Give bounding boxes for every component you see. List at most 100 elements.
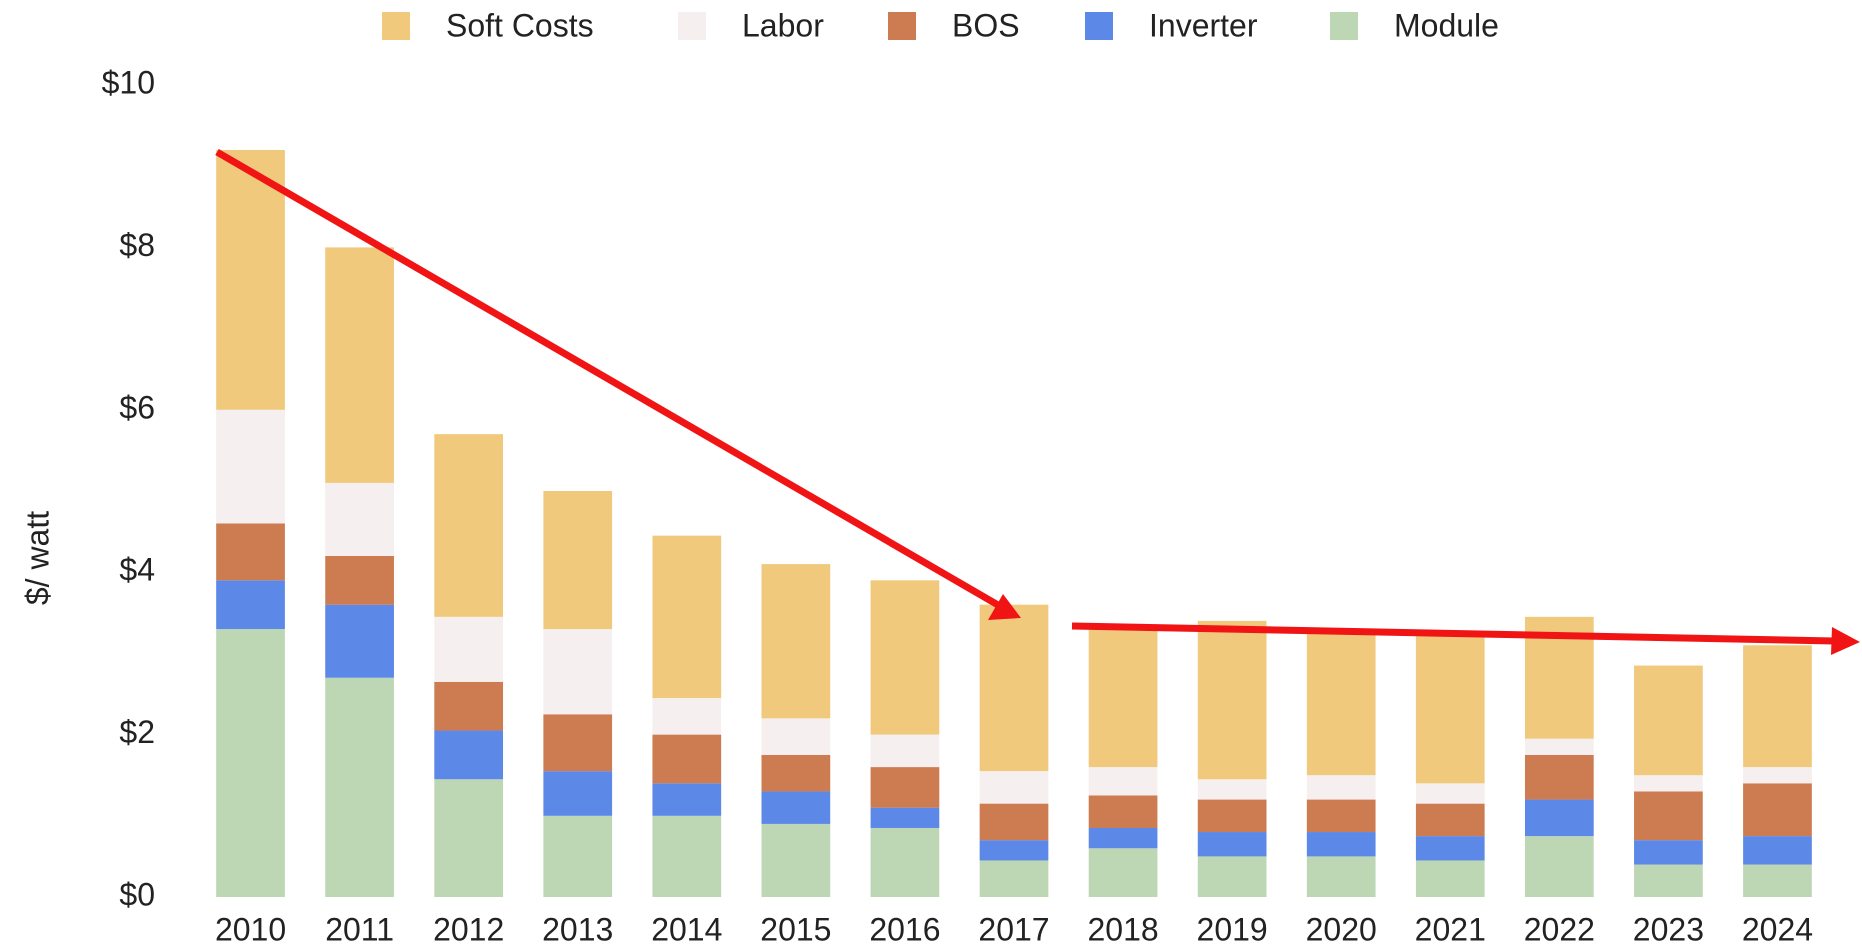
bar-segment xyxy=(870,807,940,828)
bar-segment xyxy=(1197,832,1267,857)
bar-segment xyxy=(1524,799,1594,837)
bar-segment xyxy=(1743,864,1812,897)
trend-arrow xyxy=(1071,622,1835,645)
x-tick-label: 2021 xyxy=(1415,911,1486,947)
bar-segment xyxy=(1306,799,1376,833)
bar-segment xyxy=(543,714,613,772)
y-tick-label: $4 xyxy=(119,552,155,588)
x-tick-label: 2024 xyxy=(1742,911,1813,947)
bar-segment xyxy=(1415,783,1485,804)
bar-segment xyxy=(652,535,722,699)
y-axis-title: $/ watt xyxy=(19,511,55,605)
y-tick-label: $0 xyxy=(119,876,155,912)
annotations xyxy=(215,148,1860,655)
x-tick-label: 2014 xyxy=(651,911,722,947)
bar-segment xyxy=(1306,775,1376,800)
y-tick-label: $2 xyxy=(119,714,155,750)
bar-segment xyxy=(434,434,504,617)
x-tick-label: 2010 xyxy=(215,911,286,947)
x-tick-label: 2017 xyxy=(978,911,1049,947)
bar-segment xyxy=(1743,836,1812,865)
x-tick-label: 2023 xyxy=(1633,911,1704,947)
bar-segment xyxy=(434,681,504,731)
bar-segment xyxy=(1415,633,1485,784)
bar-segment xyxy=(761,823,831,897)
bar-segment xyxy=(1524,754,1594,800)
bar-segment xyxy=(325,482,394,556)
bar-segment xyxy=(216,523,285,581)
bar-segment xyxy=(1306,629,1376,776)
bar-segment xyxy=(870,734,940,768)
x-tick-label: 2020 xyxy=(1306,911,1377,947)
bar-segment xyxy=(1088,827,1158,849)
bar-segment xyxy=(1306,832,1376,857)
bar-segment xyxy=(216,580,285,630)
trend-arrow xyxy=(215,148,1000,609)
bar-segment xyxy=(1524,738,1594,755)
bar-segment xyxy=(543,491,613,630)
bar-segment xyxy=(325,555,394,605)
x-tick-label: 2011 xyxy=(325,911,394,947)
bar-segment xyxy=(325,247,394,483)
legend-swatch xyxy=(1085,12,1113,40)
legend-label: Inverter xyxy=(1149,7,1258,43)
bar-segment xyxy=(979,840,1049,861)
bar-segment xyxy=(979,604,1049,772)
bar-segment xyxy=(652,734,722,784)
x-tick-label: 2016 xyxy=(869,911,940,947)
bar-segment xyxy=(543,815,613,897)
bar-segment xyxy=(543,629,613,715)
bar-segment xyxy=(1415,860,1485,897)
bar-segment xyxy=(652,783,722,816)
legend-swatch xyxy=(382,12,410,40)
bar-segment xyxy=(216,629,285,897)
bar-segment xyxy=(979,860,1049,897)
bar-segment xyxy=(216,409,285,524)
bar-segment xyxy=(1743,645,1812,768)
plot-area: $0 $2 $4 $6 $8 $10 2010 2011 2012 2013 2014 2015 201… xyxy=(102,64,1813,947)
legend-swatch xyxy=(1330,12,1358,40)
legend-swatch xyxy=(678,12,706,40)
y-tick-label: $8 xyxy=(119,227,155,263)
bar-segment xyxy=(761,754,831,792)
arrow-head xyxy=(1831,627,1860,655)
bar-segment xyxy=(761,564,831,719)
bar-segment xyxy=(1634,775,1703,792)
bar-segment xyxy=(1634,864,1703,897)
x-tick-label: 2019 xyxy=(1197,911,1268,947)
bar-segment xyxy=(216,149,285,410)
x-tick-label: 2013 xyxy=(542,911,613,947)
bar-segment xyxy=(1743,767,1812,784)
bar-segment xyxy=(652,698,722,735)
y-tick-label: $6 xyxy=(119,389,155,425)
legend-swatch xyxy=(888,12,916,40)
bar-segment xyxy=(1415,803,1485,837)
bar-segment xyxy=(1415,836,1485,861)
bar-segment xyxy=(870,827,940,897)
bar-segment xyxy=(870,767,940,808)
bar-segment xyxy=(1634,791,1703,841)
bar-segment xyxy=(1088,624,1158,768)
bar-segment xyxy=(870,580,940,735)
y-tick-label: $10 xyxy=(102,64,155,100)
bar-segment xyxy=(1306,856,1376,897)
bar-segment xyxy=(325,604,394,678)
legend-label: Labor xyxy=(742,7,824,43)
bar-segment xyxy=(1197,856,1267,897)
bar-segment xyxy=(1197,799,1267,833)
bar-segment xyxy=(1197,779,1267,800)
bar-segment xyxy=(325,677,394,897)
legend-label: Soft Costs xyxy=(446,7,594,43)
bar-segment xyxy=(979,803,1049,841)
bar-segment xyxy=(1088,848,1158,897)
bar-segment xyxy=(1197,620,1267,780)
legend-label: BOS xyxy=(952,7,1020,43)
bar-segment xyxy=(1634,840,1703,865)
bar-segment xyxy=(1634,665,1703,776)
bar-segment xyxy=(434,616,504,682)
bar-segment xyxy=(434,779,504,897)
bar-segment xyxy=(434,730,504,780)
bar-segment xyxy=(1088,795,1158,828)
bar-segment xyxy=(543,771,613,816)
